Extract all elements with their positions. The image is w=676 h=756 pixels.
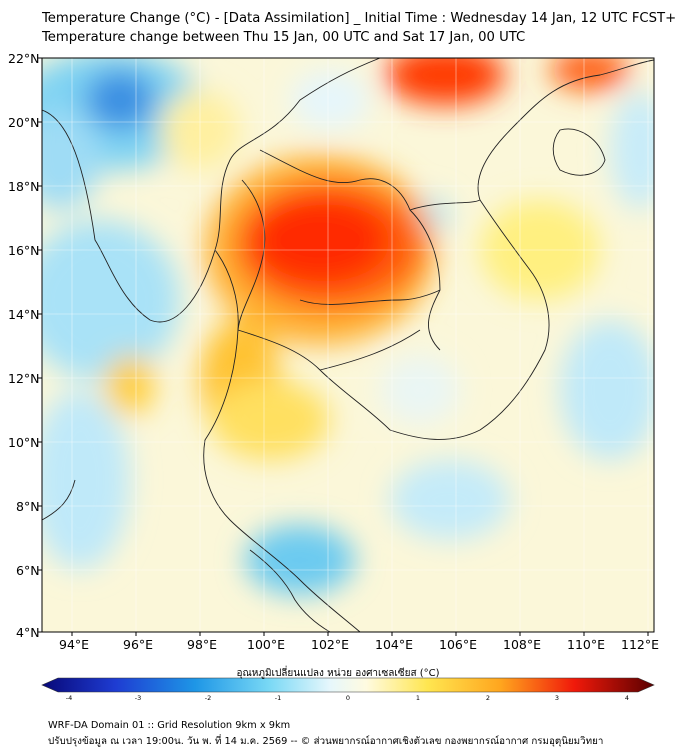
lon-label: 108°E (503, 637, 542, 652)
coastlines-and-borders (42, 58, 654, 632)
colorbar-tick: 0 (345, 694, 351, 702)
colorbar-tick: 1 (415, 694, 421, 702)
map-frame (41, 57, 655, 633)
lat-label: 20°N (8, 115, 40, 130)
map-subtitle: Temperature change between Thu 15 Jan, 0… (42, 30, 526, 45)
colorbar (41, 677, 655, 693)
map-title: Temperature Change (°C) - [Data Assimila… (42, 11, 676, 26)
colorbar-tick: -2 (204, 694, 212, 702)
lat-label: 14°N (8, 307, 40, 322)
lon-label: 94°E (59, 637, 90, 652)
lon-label: 106°E (439, 637, 478, 652)
lat-label: 16°N (8, 243, 40, 258)
lon-label: 112°E (621, 637, 660, 652)
lat-label: 12°N (8, 371, 40, 386)
colorbar-tick: 4 (624, 694, 630, 702)
model-info: WRF-DA Domain 01 :: Grid Resolution 9km … (48, 720, 291, 731)
lon-label: 98°E (187, 637, 218, 652)
colorbar-tick: 3 (554, 694, 560, 702)
graticule (42, 58, 654, 632)
temperature-field (42, 58, 654, 632)
lon-label: 96°E (123, 637, 154, 652)
colorbar-tick: 2 (485, 694, 491, 702)
lat-label: 10°N (8, 435, 40, 450)
lon-label: 100°E (247, 637, 286, 652)
update-credit: ปรับปรุงข้อมูล ณ เวลา 19:00น. วัน พ. ที่… (48, 736, 604, 747)
lon-label: 110°E (567, 637, 606, 652)
lat-label: 22°N (8, 51, 40, 66)
lon-label: 104°E (375, 637, 414, 652)
lat-label: 18°N (8, 179, 40, 194)
axis-ticks (38, 57, 649, 636)
lat-label: 4°N (16, 625, 40, 640)
lat-label: 6°N (16, 563, 40, 578)
colorbar-tick: -3 (134, 694, 142, 702)
colorbar-tick: -1 (274, 694, 282, 702)
lat-label: 8°N (16, 499, 40, 514)
colorbar-tick: -4 (65, 694, 73, 702)
colorbar-label: อุณหภูมิเปลี่ยนแปลง หน่วย องศาเซลเซียส (… (236, 668, 440, 679)
lon-label: 102°E (311, 637, 350, 652)
